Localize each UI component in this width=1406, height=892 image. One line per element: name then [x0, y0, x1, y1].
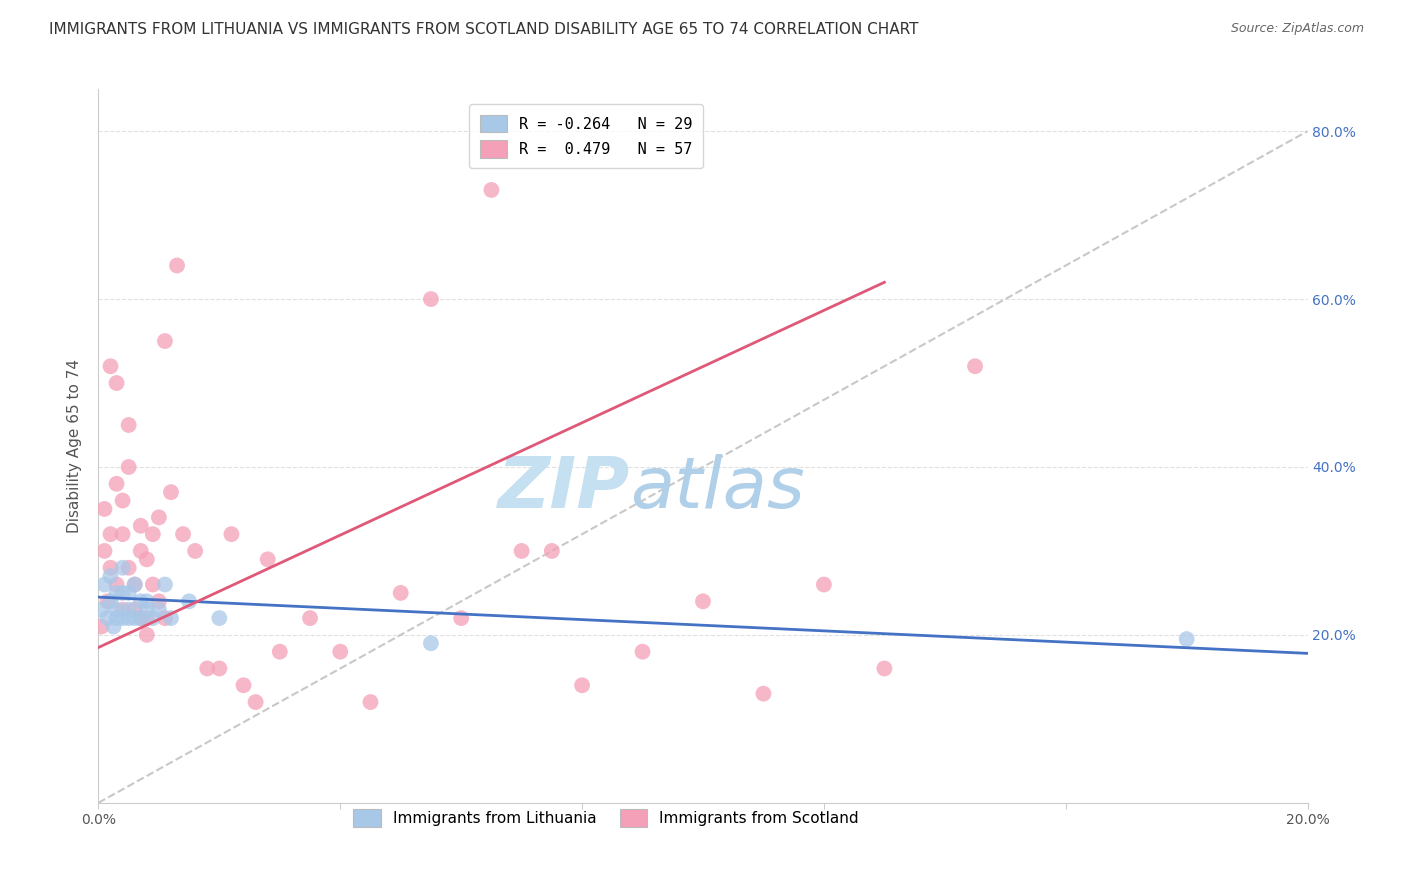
Point — [752, 687, 775, 701]
Y-axis label: Disability Age 65 to 74: Disability Age 65 to 74 — [67, 359, 83, 533]
Point — [118, 460, 141, 475]
Point — [93, 577, 115, 591]
Point — [111, 603, 134, 617]
Point — [420, 292, 443, 306]
Point — [208, 661, 231, 675]
Point — [105, 603, 128, 617]
Point — [389, 586, 412, 600]
Point — [269, 645, 291, 659]
Point — [813, 577, 835, 591]
Point — [129, 611, 152, 625]
Point — [256, 552, 278, 566]
Point — [93, 544, 115, 558]
Point — [124, 577, 146, 591]
Point — [129, 518, 152, 533]
Point — [160, 485, 183, 500]
Point — [179, 594, 201, 608]
Point — [1175, 632, 1198, 646]
Point — [103, 619, 125, 633]
Point — [135, 603, 157, 617]
Point — [135, 611, 157, 625]
Point — [148, 603, 170, 617]
Point — [118, 560, 141, 574]
Point — [118, 611, 141, 625]
Point — [118, 586, 141, 600]
Point — [232, 678, 254, 692]
Point — [100, 527, 122, 541]
Point — [166, 259, 188, 273]
Point — [90, 603, 112, 617]
Point — [153, 577, 176, 591]
Point — [118, 603, 141, 617]
Point — [124, 603, 146, 617]
Point — [540, 544, 562, 558]
Point — [142, 527, 165, 541]
Text: atlas: atlas — [630, 454, 806, 524]
Point — [450, 611, 472, 625]
Point — [129, 611, 152, 625]
Point — [105, 586, 128, 600]
Point — [135, 628, 157, 642]
Legend: Immigrants from Lithuania, Immigrants from Scotland: Immigrants from Lithuania, Immigrants fr… — [346, 802, 866, 834]
Point — [111, 493, 134, 508]
Point — [245, 695, 267, 709]
Point — [135, 552, 157, 566]
Point — [93, 502, 115, 516]
Point — [124, 611, 146, 625]
Point — [221, 527, 243, 541]
Point — [105, 376, 128, 390]
Point — [172, 527, 194, 541]
Point — [631, 645, 654, 659]
Text: Source: ZipAtlas.com: Source: ZipAtlas.com — [1230, 22, 1364, 36]
Point — [111, 527, 134, 541]
Point — [692, 594, 714, 608]
Point — [142, 577, 165, 591]
Point — [105, 476, 128, 491]
Point — [184, 544, 207, 558]
Point — [360, 695, 382, 709]
Point — [124, 577, 146, 591]
Point — [105, 611, 128, 625]
Point — [153, 334, 176, 348]
Text: IMMIGRANTS FROM LITHUANIA VS IMMIGRANTS FROM SCOTLAND DISABILITY AGE 65 TO 74 CO: IMMIGRANTS FROM LITHUANIA VS IMMIGRANTS … — [49, 22, 918, 37]
Point — [420, 636, 443, 650]
Point — [129, 544, 152, 558]
Point — [105, 577, 128, 591]
Point — [481, 183, 503, 197]
Point — [96, 611, 118, 625]
Point — [129, 594, 152, 608]
Point — [571, 678, 593, 692]
Point — [100, 359, 122, 374]
Point — [111, 586, 134, 600]
Point — [142, 611, 165, 625]
Point — [965, 359, 987, 374]
Point — [195, 661, 218, 675]
Point — [299, 611, 322, 625]
Point — [111, 611, 134, 625]
Point — [208, 611, 231, 625]
Point — [148, 594, 170, 608]
Point — [100, 569, 122, 583]
Point — [510, 544, 533, 558]
Text: ZIP: ZIP — [498, 454, 630, 524]
Point — [153, 611, 176, 625]
Point — [873, 661, 896, 675]
Point — [111, 560, 134, 574]
Point — [118, 417, 141, 432]
Point — [135, 594, 157, 608]
Point — [329, 645, 352, 659]
Point — [90, 619, 112, 633]
Point — [100, 594, 122, 608]
Point — [160, 611, 183, 625]
Point — [96, 594, 118, 608]
Point — [100, 560, 122, 574]
Point — [148, 510, 170, 524]
